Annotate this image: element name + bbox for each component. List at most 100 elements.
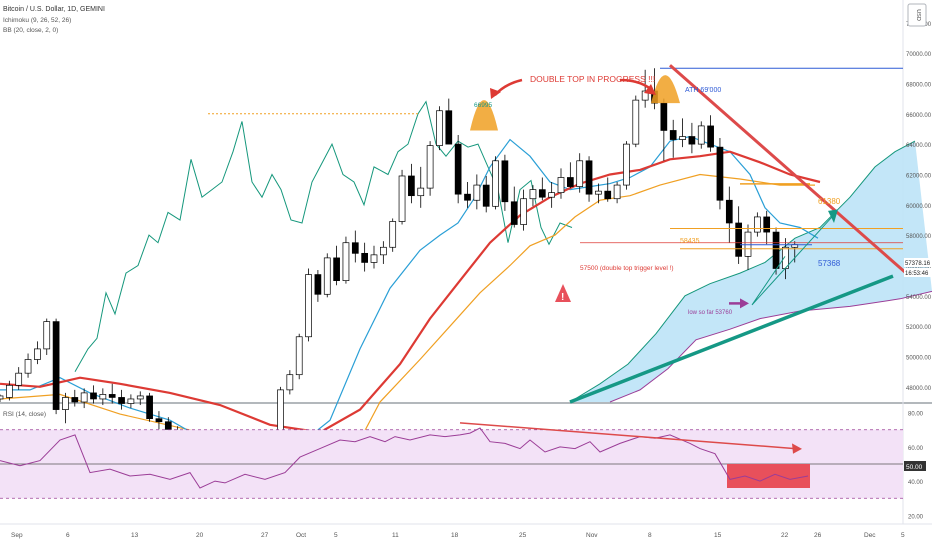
rsi-divergence-arrow [792, 443, 802, 454]
price-tick-label: 58000.00 [906, 234, 932, 240]
candle-up [43, 321, 51, 350]
lagging-span-line [74, 100, 573, 372]
peak1-label: 66995 [474, 102, 492, 109]
candle-up [576, 160, 584, 187]
candle-up [323, 257, 331, 295]
rsi-current-label: 50.00 [906, 464, 923, 471]
time-tick-label: 22 [781, 532, 789, 539]
candle-up [24, 359, 32, 374]
time-tick-label: Nov [586, 532, 598, 539]
level-58435-label: 58435 [680, 238, 700, 245]
candle-up [342, 242, 350, 281]
candle-up [679, 136, 686, 140]
projection-arrow [828, 209, 838, 223]
candle-down [361, 252, 368, 263]
price-tick-label: 60000.00 [906, 204, 932, 210]
double-top-label: DOUBLE TOP IN PROGRESS !!! [530, 74, 655, 84]
price-tick-label: 62000.00 [906, 173, 932, 179]
candle-up [613, 184, 621, 200]
candle-up [623, 143, 630, 186]
candle-down [408, 175, 415, 197]
ichimoku-legend[interactable]: Ichimoku (9, 26, 52, 26) [3, 17, 71, 24]
candle-down [482, 184, 490, 207]
candle-down [314, 274, 322, 295]
price-pane[interactable] [0, 0, 903, 402]
candle-up [697, 125, 705, 145]
peak1-dome [470, 100, 498, 131]
candle-down [707, 125, 714, 148]
level-61380-label: 61380 [818, 197, 841, 206]
currency-box[interactable] [907, 3, 927, 27]
rsi-divergence-line [459, 422, 796, 450]
rsi-legend[interactable]: RSI (14, close) [3, 411, 46, 418]
price-tick-label: 68000.00 [906, 82, 932, 88]
time-tick-label: 5 [901, 532, 905, 539]
candle-up [80, 392, 88, 403]
svg-text:!: ! [561, 292, 564, 303]
bb-legend[interactable]: BB (20, close, 2, 0) [3, 27, 58, 34]
candle-down [669, 130, 677, 140]
time-tick-label: 25 [519, 532, 527, 539]
candle-up [641, 90, 649, 101]
candle-down [688, 136, 696, 145]
candle-down [604, 190, 612, 200]
low-so-far-label: low so far 53760 [688, 310, 733, 316]
candle-up [305, 274, 312, 338]
candles [0, 68, 799, 490]
candle-up [62, 397, 69, 410]
price-tick-label: 70000.00 [906, 52, 932, 58]
candle-down [464, 193, 471, 201]
time-tick-label: Sep [11, 532, 23, 539]
candle-up [632, 99, 640, 145]
candle-up [380, 246, 387, 256]
time-tick-label: 11 [392, 532, 399, 539]
time-tick-label: 5 [334, 532, 338, 539]
candle-up [34, 348, 41, 360]
candle-down [118, 397, 125, 404]
candle-up [520, 198, 527, 225]
ichimoku-cloud [569, 140, 932, 403]
rsi-tick-label: 80.00 [908, 412, 924, 418]
time-tick-label: 26 [814, 532, 822, 539]
candle-down [52, 321, 60, 410]
price-tick-label: 54000.00 [906, 295, 932, 301]
warning-icon: ! [555, 284, 571, 303]
candle-down [146, 395, 153, 420]
time-tick-label: 20 [196, 532, 204, 539]
time-tick-label: 15 [714, 532, 722, 539]
time-tick-label: Dec [864, 532, 876, 539]
candle-up [529, 189, 537, 200]
low-arrow-head [740, 298, 749, 309]
candle-down [333, 257, 340, 281]
candle-up [473, 184, 481, 201]
time-tick-label: 8 [648, 532, 652, 539]
candle-up [389, 221, 397, 248]
candle-down [735, 222, 743, 257]
candle-up [5, 384, 13, 398]
price-tick-label: 50000.00 [906, 355, 932, 361]
candle-up [127, 398, 135, 404]
rsi-highlight-box [727, 464, 810, 488]
candle-up [370, 254, 378, 263]
candle-down [772, 231, 780, 269]
candle-down [501, 160, 509, 203]
candle-up [286, 374, 294, 391]
candle-down [585, 160, 593, 195]
current-price-label: 57378.16 [905, 261, 931, 267]
chart-title: Bitcoin / U.S. Dollar, 1D, GEMINI [3, 6, 105, 13]
candle-down [566, 177, 574, 187]
candle-up [426, 145, 434, 189]
span-a-line [569, 140, 916, 403]
candle-up [277, 389, 284, 436]
span-b-line [609, 290, 932, 403]
time-tick-label: 13 [131, 532, 139, 539]
rsi-current-tag [904, 461, 926, 471]
candle-down [351, 242, 359, 254]
candle-down [71, 397, 79, 403]
descending-trendline [669, 64, 907, 275]
peak2-dome [651, 75, 680, 104]
candle-down [155, 418, 163, 423]
candle-up [753, 216, 761, 233]
